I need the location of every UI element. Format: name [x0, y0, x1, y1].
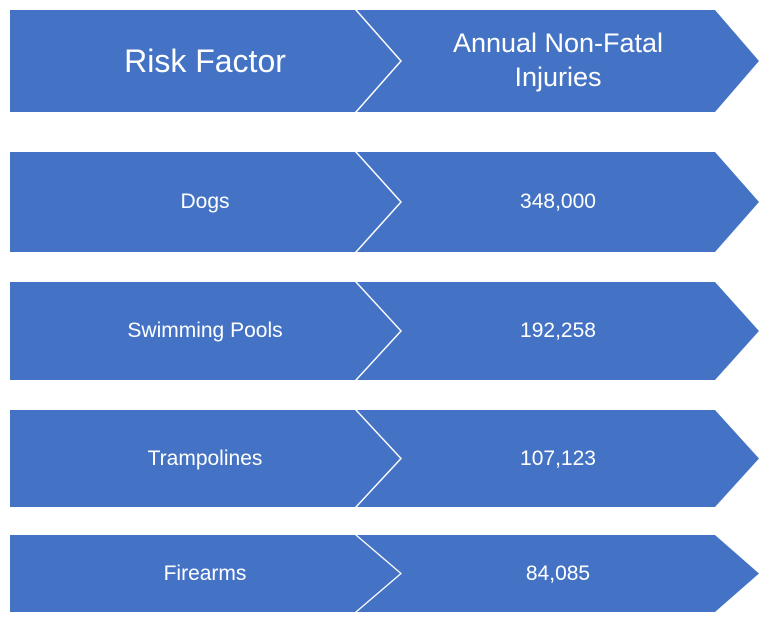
injury-count: 84,085: [525, 561, 591, 585]
row-shape: Trampolines: [10, 410, 400, 507]
row-shape: Swimming Pools: [10, 282, 400, 380]
table-row: Swimming Pools 192,258: [10, 282, 759, 380]
table-row: Firearms 84,085: [10, 535, 759, 612]
row-shape: 84,085: [357, 535, 759, 612]
injury-count: 348,000: [520, 190, 596, 213]
header-row: Risk Factor Annual Non-Fatal Injuries: [10, 10, 759, 112]
risk-factor: Firearms: [163, 561, 247, 585]
header-label: Annual Non-Fatal Injuries: [452, 28, 664, 92]
header-shape: Annual Non-Fatal Injuries: [357, 10, 759, 112]
header-label: Risk Factor: [124, 42, 286, 79]
header-shape: Risk Factor: [10, 10, 400, 112]
row-shape: 192,258: [357, 282, 759, 380]
row-shape: 348,000: [357, 152, 759, 252]
table-row: Dogs 348,000: [10, 152, 759, 252]
table-row: Trampolines 107,123: [10, 410, 759, 507]
risk-factor: Trampolines: [147, 446, 263, 470]
risk-factor: Dogs: [180, 190, 230, 213]
injury-count: 107,123: [520, 446, 596, 470]
row-shape: 107,123: [357, 410, 759, 507]
injury-count: 192,258: [520, 319, 596, 342]
risk-factor: Swimming Pools: [127, 319, 283, 342]
row-shape: Firearms: [10, 535, 400, 612]
row-shape: Dogs: [10, 152, 400, 252]
